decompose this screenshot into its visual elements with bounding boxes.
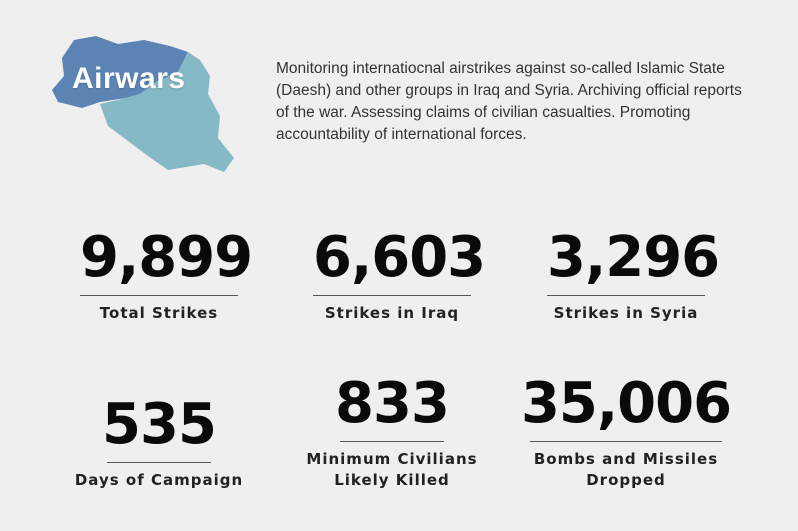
- stat-strikes-syria: 3,296 Strikes in Syria: [547, 225, 720, 324]
- stat-label-line: Minimum Civilians: [306, 450, 478, 468]
- stat-label: Strikes in Iraq: [324, 304, 460, 322]
- stat-value: 35,006: [520, 371, 732, 436]
- stat-bombs-missiles: 35,006 Bombs and Missiles Dropped: [520, 376, 732, 491]
- stat-days-campaign: 535 Days of Campaign: [60, 397, 258, 491]
- stat-civilians-killed: 833 Minimum Civilians Likely Killed: [292, 376, 492, 491]
- stat-label: Bombs and Missiles Dropped: [520, 449, 732, 491]
- stat-label-line: Dropped: [586, 471, 666, 489]
- divider: [313, 295, 471, 296]
- stat-value: 9,899: [80, 225, 253, 290]
- stat-label: Total Strikes: [99, 304, 219, 322]
- divider: [547, 295, 705, 296]
- stat-label-line: Likely Killed: [334, 471, 450, 489]
- stat-strikes-iraq: 6,603 Strikes in Iraq: [313, 225, 486, 324]
- stat-value: 535: [102, 392, 217, 457]
- divider: [340, 441, 444, 442]
- stat-value: 833: [335, 371, 450, 436]
- stat-value: 6,603: [313, 225, 486, 290]
- stat-label-line: Bombs and Missiles: [533, 450, 719, 468]
- stat-value: 3,296: [547, 225, 720, 290]
- tagline: Monitoring internatiocnal airstrikes aga…: [276, 60, 742, 143]
- divider: [530, 441, 722, 442]
- iraq-syria-map-icon: [52, 36, 234, 172]
- brand-name: Airwars: [72, 62, 186, 95]
- stat-total-strikes: 9,899 Total Strikes: [80, 225, 253, 324]
- divider: [107, 462, 211, 463]
- stat-label: Strikes in Syria: [553, 304, 699, 322]
- divider: [80, 295, 238, 296]
- stat-label: Days of Campaign: [74, 471, 244, 489]
- stat-label: Minimum Civilians Likely Killed: [292, 449, 492, 491]
- airwars-logo: Airwars: [48, 32, 240, 182]
